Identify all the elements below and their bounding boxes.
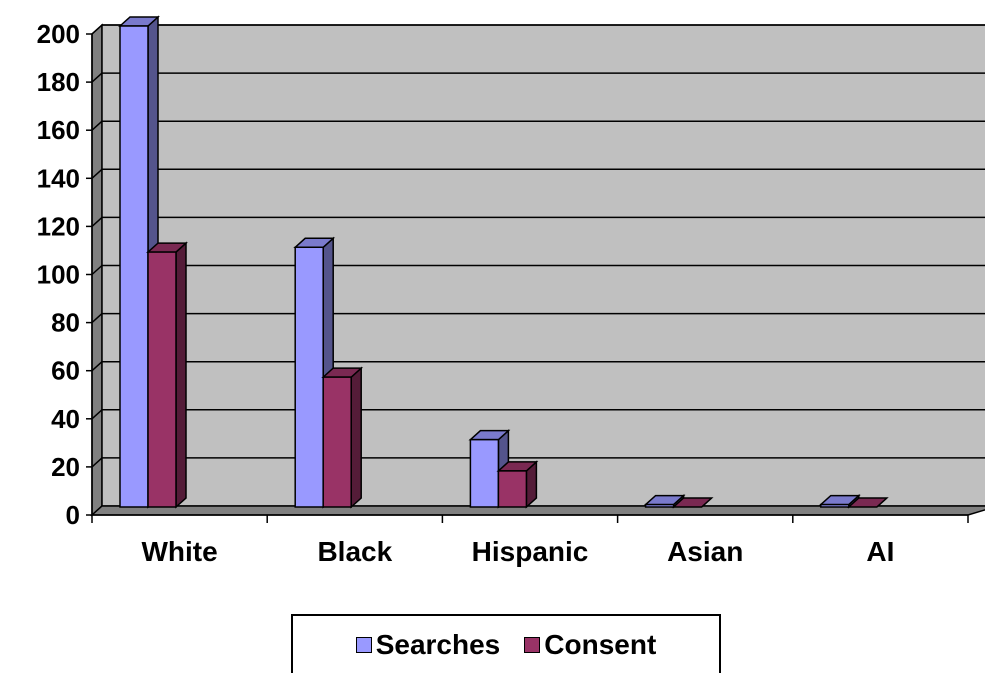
- bar-front: [497, 470, 528, 508]
- bar-side: [350, 366, 362, 509]
- bar-front: [469, 438, 500, 508]
- x-tick-label: AI: [866, 536, 894, 567]
- y-tick-label: 80: [51, 308, 80, 338]
- bar-front: [147, 251, 177, 508]
- legend-swatch-consent: [524, 636, 541, 653]
- gridline-diag: [91, 72, 103, 83]
- y-tick-label: 200: [37, 19, 80, 49]
- bar-consent-hispanic: [496, 460, 539, 509]
- legend-label-searches: Searches: [375, 628, 501, 660]
- y-tick-label: 160: [37, 115, 80, 145]
- gridline-diag: [91, 24, 103, 35]
- gridline-diag: [91, 313, 103, 324]
- gridline-diag: [91, 120, 103, 131]
- bar-front: [322, 376, 352, 508]
- x-tick-label: White: [141, 536, 217, 567]
- y-tick-label: 180: [37, 67, 80, 97]
- gridlines: [91, 24, 985, 468]
- bars: [118, 15, 889, 509]
- bar-consent-asian: [671, 497, 714, 508]
- gridline-diag: [91, 216, 103, 227]
- bar-searches-ai: [818, 493, 861, 509]
- chart-walls: [90, 23, 985, 517]
- x-tick-label: Hispanic: [472, 536, 589, 567]
- gridline-diag: [91, 457, 103, 468]
- y-tick-label: 100: [37, 260, 80, 290]
- bar-searches-asian: [643, 493, 686, 509]
- legend-label-consent: Consent: [544, 628, 657, 660]
- y-tick-label: 0: [66, 500, 80, 530]
- bar-front: [294, 246, 324, 508]
- bar-front: [820, 503, 850, 508]
- x-axis: White Black Hispanic Asian AI: [91, 514, 969, 567]
- gridline-diag: [91, 168, 103, 179]
- bar-top: [846, 497, 889, 508]
- y-tick-label: 140: [37, 163, 80, 193]
- x-tick-label: Asian: [667, 536, 743, 567]
- y-tick-label: 60: [51, 356, 80, 386]
- gridline-diag: [91, 361, 103, 372]
- legend-swatch-searches: [355, 636, 372, 653]
- y-tick-label: 120: [37, 211, 80, 241]
- legend-item-consent: Consent: [524, 629, 656, 661]
- bar-front: [644, 503, 675, 508]
- x-tick-label: Black: [317, 536, 392, 567]
- bar-side: [175, 241, 187, 509]
- legend-item-searches: Searches: [355, 628, 501, 661]
- y-tick-label: 20: [51, 452, 80, 482]
- y-tick-label: 40: [51, 404, 80, 434]
- bar-front: [119, 25, 149, 508]
- y-axis: 0 20 40 60 80 100 120 140 160 180 200: [37, 19, 93, 530]
- gridline-diag: [91, 264, 103, 276]
- legend: Searches Consent: [291, 614, 721, 673]
- bar-consent-white: [146, 241, 188, 509]
- bar-top: [671, 497, 714, 508]
- bar-consent-ai: [846, 497, 889, 508]
- gridline-diag: [91, 409, 103, 420]
- bar-consent-black: [321, 366, 364, 509]
